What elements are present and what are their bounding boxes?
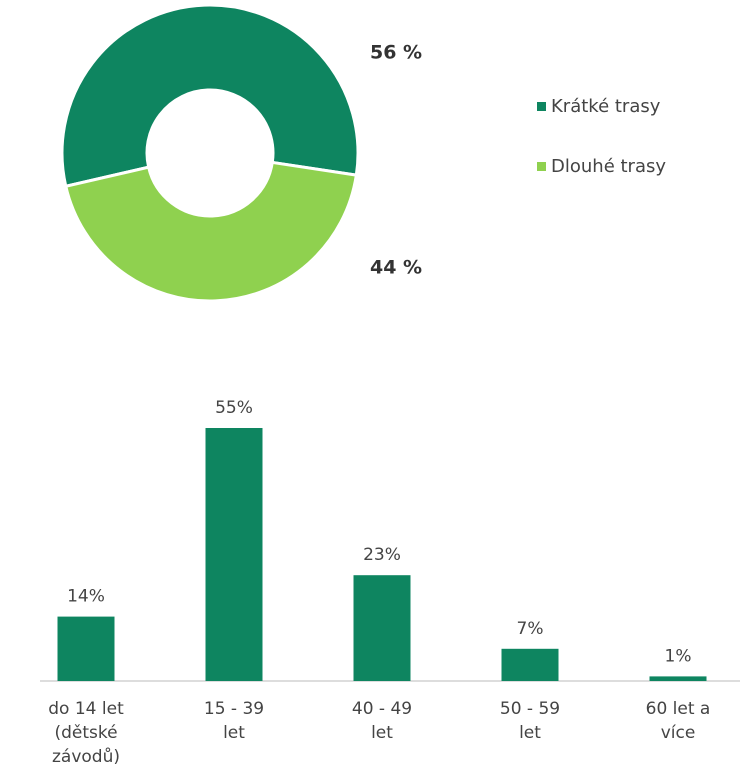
legend-label: Dlouhé trasy: [551, 156, 666, 177]
page: 56 % Krátké trasy 44 % Dlouhé trasy 14% do 14…: [0, 0, 740, 768]
value-label: 55%: [215, 398, 253, 418]
bar: [650, 676, 707, 681]
bar: [354, 575, 411, 681]
legend-marker: [537, 162, 546, 171]
slice-label: 56 %: [370, 42, 422, 64]
donut-slice: [62, 5, 358, 186]
legend-marker: [537, 102, 546, 111]
value-label: 1%: [665, 646, 692, 666]
legend-label: Krátké trasy: [551, 96, 661, 117]
donut-slice: [66, 162, 357, 301]
slice-label: 44 %: [370, 257, 422, 279]
value-label: 23%: [363, 545, 401, 565]
value-label: 14%: [67, 587, 105, 607]
bar: [502, 649, 559, 681]
value-label: 7%: [517, 619, 544, 639]
bar: [58, 617, 115, 681]
bar: [206, 428, 263, 681]
